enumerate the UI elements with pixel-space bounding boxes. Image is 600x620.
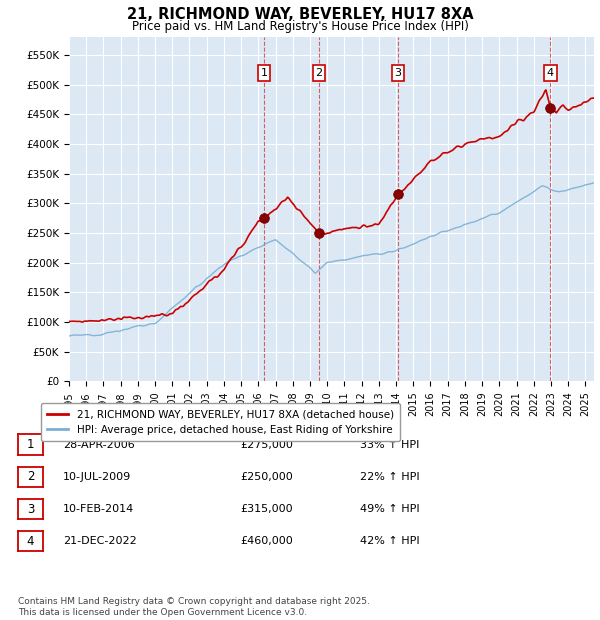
Text: £275,000: £275,000 [240,440,293,450]
Legend: 21, RICHMOND WAY, BEVERLEY, HU17 8XA (detached house), HPI: Average price, detac: 21, RICHMOND WAY, BEVERLEY, HU17 8XA (de… [41,403,400,441]
Text: 28-APR-2006: 28-APR-2006 [63,440,135,450]
Text: 3: 3 [27,503,34,515]
Text: 3: 3 [394,68,401,78]
Text: £460,000: £460,000 [240,536,293,546]
Text: 10-FEB-2014: 10-FEB-2014 [63,504,134,514]
Text: 1: 1 [260,68,268,78]
Text: 4: 4 [547,68,554,78]
Text: £250,000: £250,000 [240,472,293,482]
Text: 21, RICHMOND WAY, BEVERLEY, HU17 8XA: 21, RICHMOND WAY, BEVERLEY, HU17 8XA [127,7,473,22]
Text: 33% ↑ HPI: 33% ↑ HPI [360,440,419,450]
Text: 22% ↑ HPI: 22% ↑ HPI [360,472,419,482]
Text: 2: 2 [316,68,322,78]
Text: 21-DEC-2022: 21-DEC-2022 [63,536,137,546]
Text: 2: 2 [27,471,34,483]
Text: 42% ↑ HPI: 42% ↑ HPI [360,536,419,546]
Text: 10-JUL-2009: 10-JUL-2009 [63,472,131,482]
Text: Price paid vs. HM Land Registry's House Price Index (HPI): Price paid vs. HM Land Registry's House … [131,20,469,33]
Text: Contains HM Land Registry data © Crown copyright and database right 2025.
This d: Contains HM Land Registry data © Crown c… [18,598,370,617]
Text: £315,000: £315,000 [240,504,293,514]
Text: 1: 1 [27,438,34,451]
Text: 4: 4 [27,535,34,547]
Text: 49% ↑ HPI: 49% ↑ HPI [360,504,419,514]
